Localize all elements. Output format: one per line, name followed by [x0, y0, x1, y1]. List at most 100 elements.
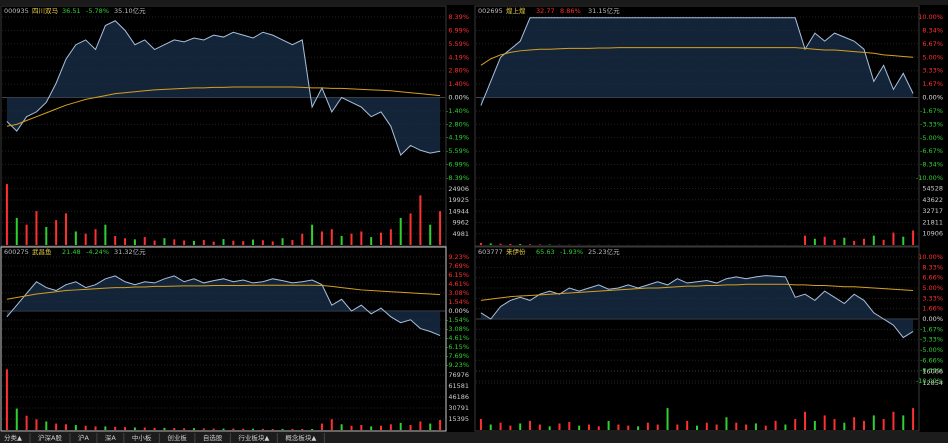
volume-bar [25, 224, 28, 245]
volume-bar [439, 420, 442, 430]
volume-bar [192, 240, 195, 245]
tab[interactable]: 自选股 [203, 433, 223, 442]
volume-bar [55, 423, 58, 430]
tab[interactable]: 沪A [78, 433, 90, 442]
volume-bar [94, 229, 97, 245]
price-tick-label: -1.67% [920, 325, 943, 333]
tab[interactable]: 深A [105, 433, 117, 442]
volume-bar [163, 427, 166, 430]
volume-bar [882, 239, 885, 245]
price-area [480, 17, 914, 106]
volume-bar [882, 419, 885, 430]
volume-bar [212, 241, 215, 245]
volume-bar [696, 425, 698, 430]
tab[interactable]: 沪深A股 [38, 433, 62, 442]
volume-bar [862, 238, 865, 245]
volume-bar [862, 420, 865, 430]
volume-tick-label: 10906 [922, 230, 943, 238]
volume-bar [912, 230, 915, 245]
volume-bar [409, 213, 412, 245]
volume-bar [301, 233, 304, 245]
tab[interactable]: 中小板 [132, 433, 152, 442]
volume-bar [35, 419, 38, 430]
average-line [480, 283, 914, 301]
tab[interactable]: 概念板块▲ [285, 433, 316, 442]
tab-bar [0, 432, 948, 443]
volume-bar [529, 420, 532, 430]
stock-price: 21.48 [62, 248, 81, 256]
volume-bar [360, 425, 363, 430]
volume-bar [320, 423, 323, 430]
volume-bar [715, 424, 718, 430]
price-tick-label: -8.33% [920, 367, 943, 375]
volume-tick-label: 16066 [922, 367, 943, 375]
volume-bar [94, 426, 97, 430]
volume-bar [104, 224, 107, 245]
price-tick-label: 4.61% [448, 280, 469, 288]
stock-code: 600275 [4, 248, 29, 256]
volume-tick-label: 46186 [448, 393, 469, 401]
stock-name: 煌上煌 [506, 6, 526, 15]
volume-bar [183, 428, 186, 430]
volume-bar [607, 420, 610, 430]
price-tick-label: -3.33% [920, 120, 943, 128]
price-tick-label: -6.66% [920, 356, 943, 364]
volume-bar [479, 419, 482, 430]
price-tick-label: -5.59% [446, 147, 469, 155]
volume-bar [686, 420, 689, 430]
price-tick-label: -9.23% [446, 361, 469, 369]
volume-bar [202, 428, 205, 430]
volume-tick-label: 9962 [452, 219, 469, 227]
volume-bar [725, 417, 728, 430]
volume-bar [902, 236, 905, 245]
volume-bar [853, 240, 856, 245]
panel-frame[interactable] [0, 5, 447, 247]
price-tick-label: 7.69% [448, 262, 469, 270]
volume-bar [202, 240, 205, 245]
volume-bar [705, 422, 708, 430]
price-area [480, 275, 914, 338]
price-tick-label: 3.08% [448, 289, 469, 297]
price-tick-label: -6.99% [446, 161, 469, 169]
panel-frame[interactable] [0, 246, 447, 432]
volume-bar [389, 229, 392, 245]
price-tick-label: 6.99% [448, 26, 469, 34]
price-tick-label: -4.61% [446, 334, 469, 342]
tab[interactable]: 行业板块▲ [238, 433, 269, 442]
volume-bar [74, 231, 77, 245]
volume-bar [25, 415, 28, 430]
price-tick-label: 5.00% [922, 284, 943, 292]
price-tick-label: -3.08% [446, 325, 469, 333]
volume-bar [320, 231, 323, 245]
volume-bar [173, 239, 176, 245]
volume-bar [872, 415, 875, 430]
market-cap: 31.32亿元 [114, 247, 146, 256]
panel-frame[interactable] [474, 246, 920, 432]
volume-bar [114, 426, 117, 430]
volume-bar [330, 419, 333, 430]
price-tick-label: -10.00% [916, 174, 943, 182]
volume-bar [173, 428, 176, 430]
volume-bar [104, 426, 107, 430]
volume-bar [261, 240, 264, 245]
volume-bar [143, 427, 146, 430]
volume-bar [627, 425, 630, 430]
price-tick-label: 8.39% [448, 13, 469, 21]
market-cap: 35.10亿元 [114, 6, 146, 15]
price-tick-label: 1.67% [922, 80, 943, 88]
tab[interactable]: 创业板 [167, 433, 187, 442]
volume-bar [538, 424, 541, 430]
volume-bar [509, 425, 512, 430]
tab[interactable]: 分类▲ [4, 433, 22, 442]
stock-change: -4.24% [86, 248, 109, 256]
volume-bar [261, 428, 264, 430]
volume-bar [813, 238, 816, 245]
volume-bar [823, 415, 826, 430]
volume-bar [133, 239, 136, 245]
average-line [6, 86, 441, 127]
panel-frame[interactable] [474, 5, 920, 247]
volume-bar [892, 411, 895, 430]
volume-tick-label: 4981 [452, 230, 469, 238]
volume-bar [794, 419, 797, 430]
price-tick-label: -5.00% [920, 134, 943, 142]
